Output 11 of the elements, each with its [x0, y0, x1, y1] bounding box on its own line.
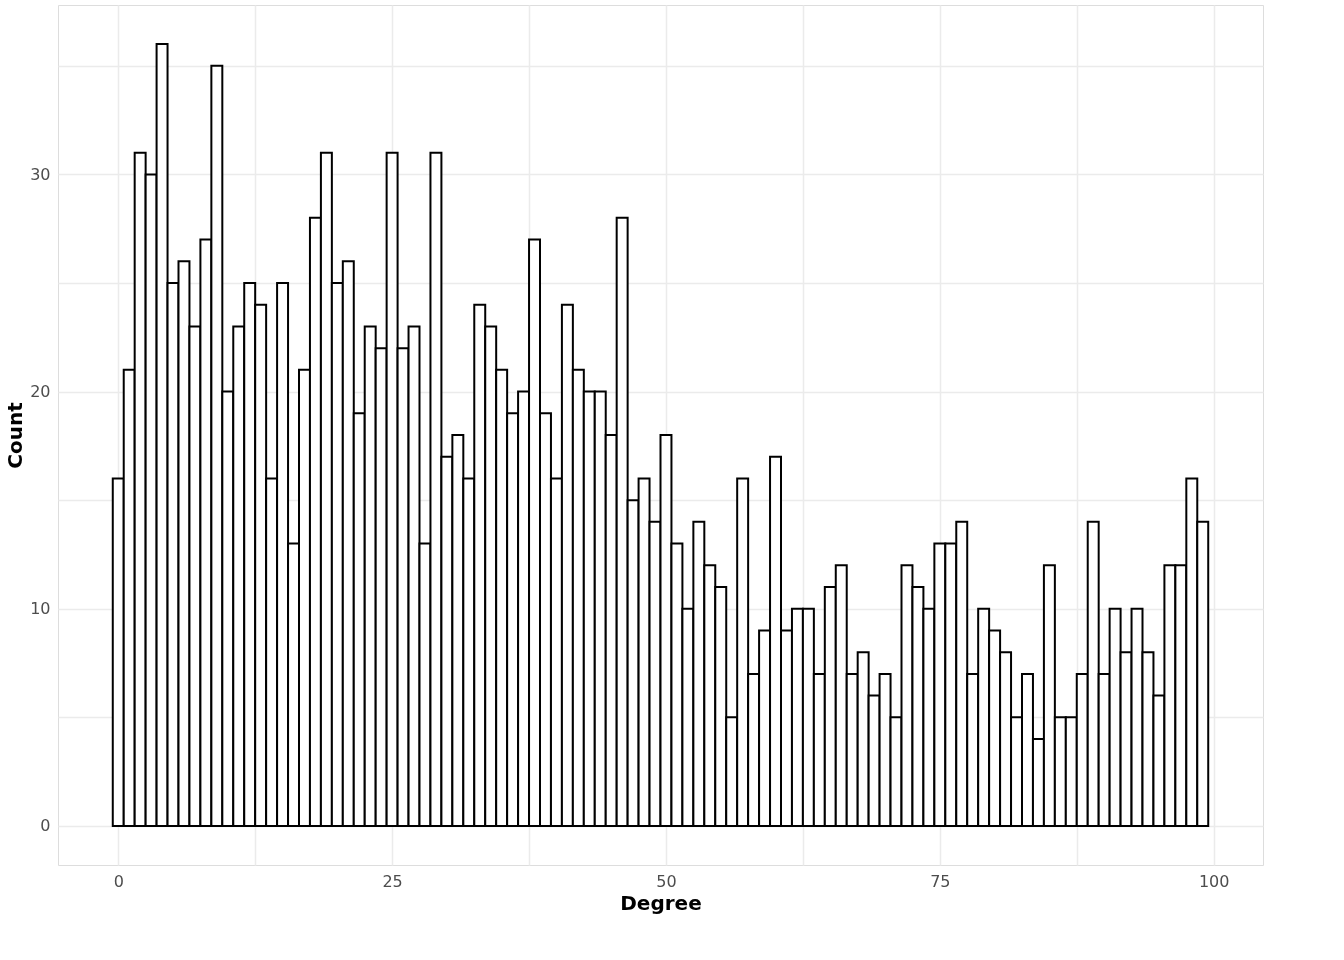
y-tick-label: 20 — [30, 382, 51, 402]
x-tick-label: 100 — [1198, 871, 1230, 891]
x-axis-title: Degree — [620, 890, 702, 915]
x-tick-label: 25 — [382, 871, 403, 891]
y-tick-label: 0 — [40, 816, 51, 836]
x-tick-label: 50 — [656, 871, 677, 891]
x-tick-label: 75 — [930, 871, 951, 891]
y-tick-label: 10 — [30, 599, 51, 619]
x-tick-label: 0 — [113, 871, 124, 891]
y-tick-label: 30 — [30, 164, 51, 184]
y-axis-title: Count — [3, 401, 28, 469]
